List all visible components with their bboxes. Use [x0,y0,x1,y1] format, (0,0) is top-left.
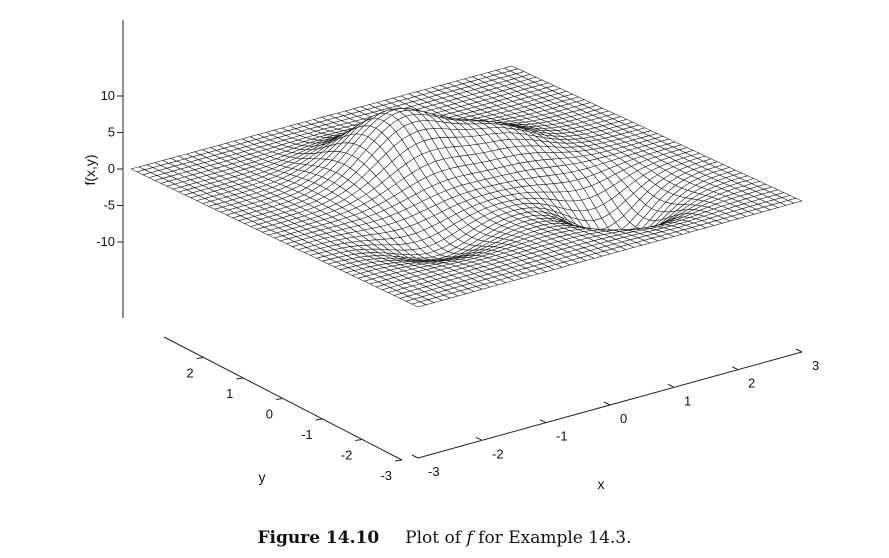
x-tick-mark [667,383,675,388]
y-tick-label: 0 [266,407,273,422]
z-tick-label: 0 [108,161,115,176]
x-tick-label: -3 [428,464,440,479]
z-axis: -10 -5 0 5 10 f(x,y) [82,20,124,318]
x-axis: -3 -2 -1 0 1 2 3 x [411,348,819,492]
z-tick-label: -10 [96,234,115,249]
y-tick-mark [236,377,244,380]
x-tick-mark [475,436,483,441]
y-tick-mark [196,357,204,359]
caption-suffix: for Example 14.3. [478,528,632,548]
x-tick-mark [795,348,803,353]
y-tick-mark [315,418,323,421]
surface-mesh [130,65,803,308]
x-tick-label: -1 [556,429,568,444]
caption-label: Figure 14.10 [257,528,380,548]
y-tick-label: 1 [226,386,233,401]
figure-caption: Figure 14.10 Plot of f for Example 14.3. [0,528,889,548]
x-tick-mark [603,401,611,406]
caption-prefix: Plot of [405,528,462,548]
y-axis: -3 -2 -1 0 1 2 y [163,336,403,485]
x-axis-label: x [598,476,605,492]
y-tick-mark [394,459,403,462]
x-tick-mark [539,419,547,424]
x-tick-label: 0 [620,411,627,426]
y-tick-label: 2 [186,366,193,381]
x-tick-label: 3 [812,358,819,373]
caption-symbol: f [466,528,473,548]
x-tick-label: 2 [748,376,755,391]
z-tick-label: -5 [103,198,115,213]
z-tick-label: 10 [101,88,115,103]
z-axis-label: f(x,y) [82,154,98,185]
surface-facet [411,301,427,308]
x-tick-label: 1 [684,393,691,408]
y-tick-mark [355,439,363,441]
y-tick-label: -3 [380,468,392,483]
x-tick-label: -2 [492,446,504,461]
y-axis-label: y [259,469,266,485]
y-tick-label: -1 [301,427,313,442]
y-tick-label: -2 [341,448,353,463]
y-tick-mark [275,398,284,400]
x-tick-mark [411,454,419,459]
z-tick-label: 5 [108,125,115,140]
x-tick-mark [731,366,739,371]
